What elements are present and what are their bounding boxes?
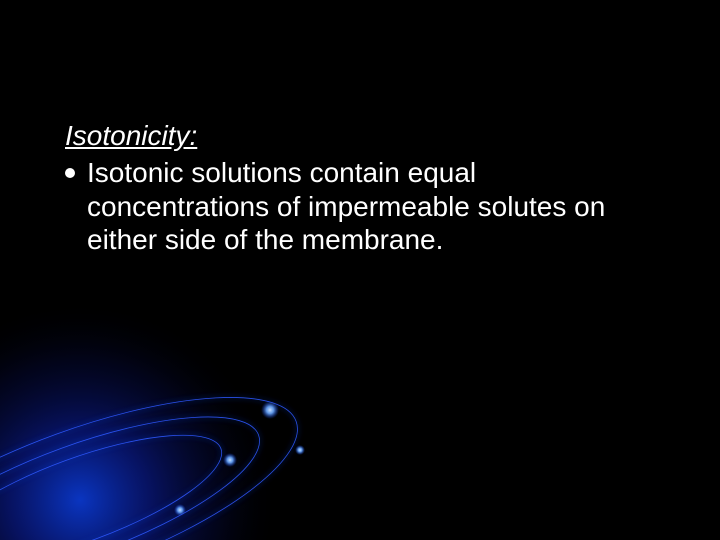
slide-heading: Isotonicity: xyxy=(65,120,660,152)
slide-content: Isotonicity: Isotonic solutions contain … xyxy=(65,120,660,257)
bullet-item: Isotonic solutions contain equal concent… xyxy=(65,156,660,257)
bullet-text: Isotonic solutions contain equal concent… xyxy=(87,156,660,257)
bullet-marker-icon xyxy=(65,168,75,178)
slide: Isotonicity: Isotonic solutions contain … xyxy=(0,0,720,540)
